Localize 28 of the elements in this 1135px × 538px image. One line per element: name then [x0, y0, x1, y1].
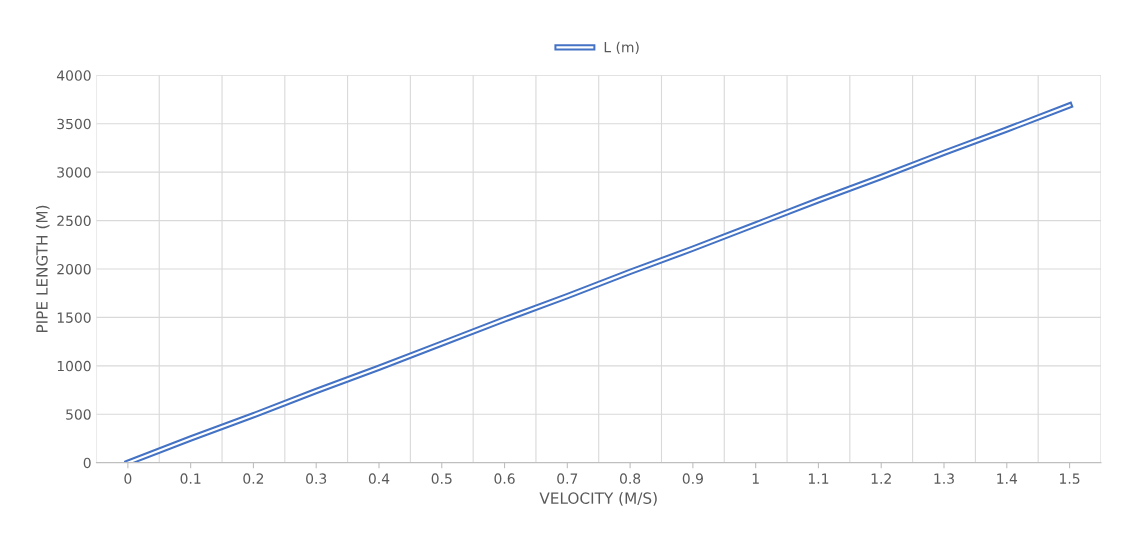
x-tick-label: 1 — [752, 473, 759, 484]
x-tick-label: 0.1 — [180, 473, 201, 484]
x-tick-label: 0.2 — [243, 473, 264, 484]
x-tick-label: 0.3 — [306, 473, 327, 484]
x-tick-label: 1.3 — [934, 473, 954, 484]
y-tick-label: 3500 — [57, 118, 91, 130]
x-axis-title: VELOCITY (M/S) — [539, 492, 657, 506]
x-tick-label: 1.4 — [997, 473, 1018, 484]
y-tick-label: 4000 — [56, 70, 91, 81]
x-tick-label: 0.9 — [682, 473, 703, 484]
y-tick-label: 0 — [83, 457, 91, 469]
x-tick-label: 0.6 — [494, 473, 515, 484]
y-tick-label: 1500 — [57, 312, 91, 323]
x-tick-label: 1.5 — [1060, 473, 1080, 484]
legend-label: L (m) — [604, 41, 639, 55]
y-tick-label: 2500 — [57, 215, 91, 227]
y-tick-label: 500 — [66, 409, 91, 420]
y-tick-label: 2000 — [57, 263, 91, 275]
y-axis-title: PIPE LENGTH (M) — [35, 205, 50, 333]
x-tick-label: 1.1 — [808, 473, 829, 484]
x-tick-label: 1.2 — [871, 473, 891, 484]
x-tick-label: 0.5 — [431, 473, 452, 484]
x-tick-label: 0.4 — [368, 473, 390, 484]
y-tick-label: 3000 — [57, 167, 91, 178]
x-tick-label: 0.7 — [557, 473, 578, 484]
y-tick-label: 1000 — [57, 360, 91, 372]
x-tick-label: 0 — [124, 473, 132, 484]
x-tick-label: 0.8 — [619, 473, 641, 484]
